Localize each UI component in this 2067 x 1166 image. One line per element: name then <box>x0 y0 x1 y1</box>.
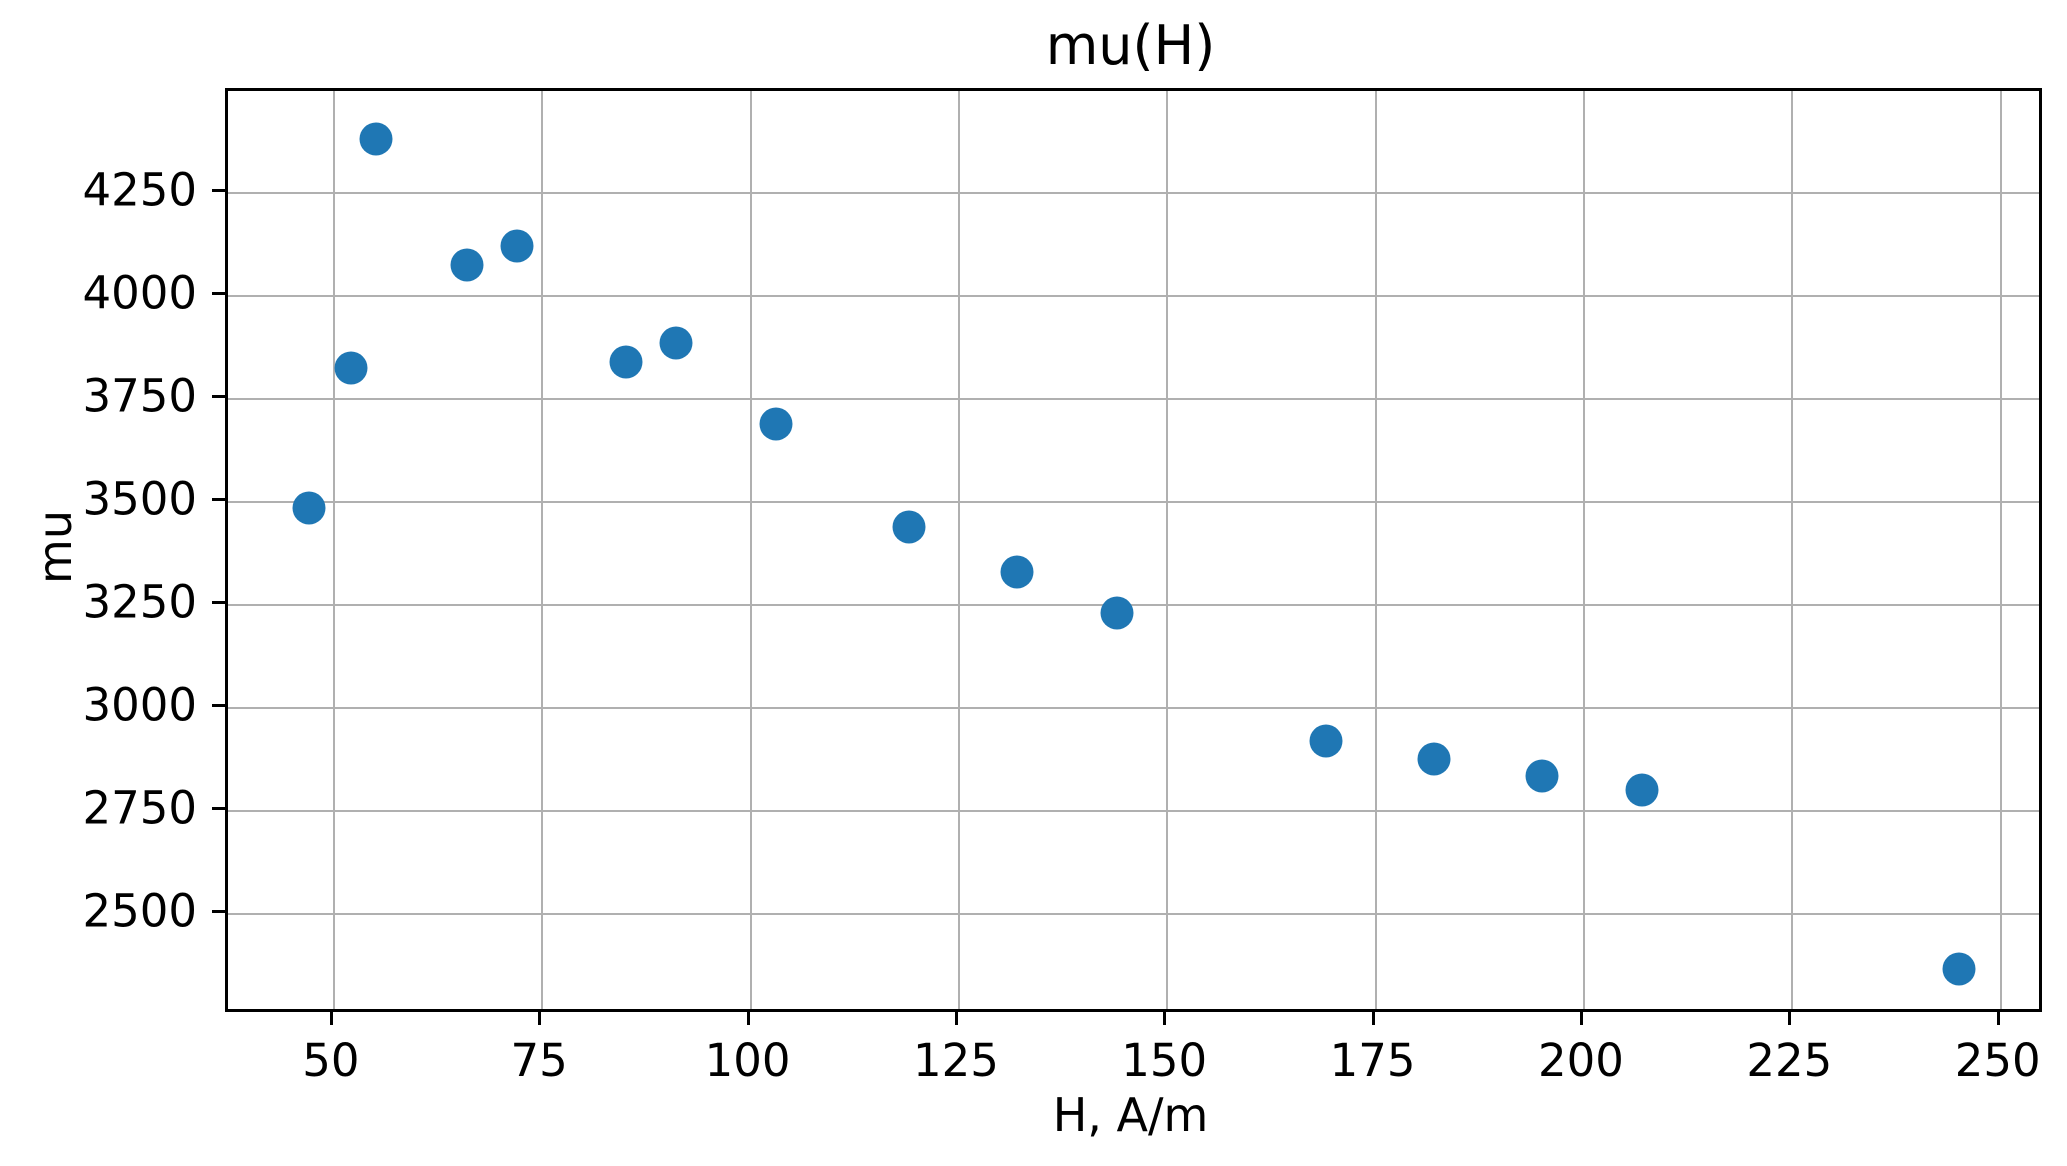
x-tick <box>954 1012 958 1025</box>
y-tick <box>212 703 225 707</box>
scatter-point <box>1417 742 1451 776</box>
x-tick-label: 150 <box>1121 1034 1208 1087</box>
y-tick <box>212 394 225 398</box>
y-tick <box>212 909 225 913</box>
y-tick-label: 3000 <box>82 678 197 732</box>
x-gridline <box>332 91 335 1009</box>
scatter-point <box>1309 724 1343 758</box>
scatter-point <box>1525 759 1559 793</box>
x-tick-label: 50 <box>302 1034 360 1087</box>
scatter-point <box>292 491 326 525</box>
y-gridline <box>228 294 2039 297</box>
x-axis-label: H, A/m <box>1052 1088 1209 1142</box>
x-tick <box>538 1012 542 1025</box>
y-gridline <box>228 809 2039 812</box>
y-tick-label: 2750 <box>82 781 197 835</box>
y-gridline <box>228 397 2039 400</box>
x-tick-label: 100 <box>704 1034 791 1087</box>
y-tick-label: 3500 <box>82 472 197 526</box>
y-gridline <box>228 706 2039 709</box>
scatter-point <box>500 229 534 263</box>
x-tick <box>329 1012 333 1025</box>
y-tick <box>212 188 225 192</box>
scatter-point <box>1625 773 1659 807</box>
x-tick <box>1788 1012 1792 1025</box>
y-gridline <box>228 603 2039 606</box>
x-gridline <box>1791 91 1794 1009</box>
y-tick-label: 3750 <box>82 369 197 423</box>
y-gridline <box>228 912 2039 915</box>
x-tick <box>1996 1012 2000 1025</box>
y-tick <box>212 806 225 810</box>
x-gridline <box>1582 91 1585 1009</box>
plot-area <box>225 88 2042 1012</box>
scatter-point <box>609 345 643 379</box>
x-tick-label: 75 <box>510 1034 568 1087</box>
x-gridline <box>957 91 960 1009</box>
x-tick-label: 200 <box>1538 1034 1624 1087</box>
y-tick <box>212 600 225 604</box>
x-tick-label: 125 <box>912 1034 999 1087</box>
scatter-point <box>1100 596 1134 630</box>
y-tick <box>212 497 225 501</box>
x-gridline <box>749 91 752 1009</box>
x-tick <box>1163 1012 1167 1025</box>
scatter-point <box>450 248 484 282</box>
x-gridline <box>1374 91 1377 1009</box>
y-gridline <box>228 191 2039 194</box>
y-tick-label: 4000 <box>82 266 197 320</box>
x-tick-label: 175 <box>1329 1034 1416 1087</box>
x-tick <box>1579 1012 1583 1025</box>
scatter-point <box>1942 952 1976 986</box>
x-tick <box>746 1012 750 1025</box>
x-tick-label: 250 <box>1954 1034 2041 1087</box>
x-gridline <box>1166 91 1169 1009</box>
y-tick-label: 2500 <box>82 884 197 938</box>
x-gridline <box>541 91 544 1009</box>
scatter-point <box>334 351 367 385</box>
scatter-point <box>1000 555 1034 589</box>
scatter-point <box>359 122 392 156</box>
chart-title: mu(H) <box>1045 14 1216 77</box>
y-tick-label: 4250 <box>82 163 197 217</box>
x-gridline <box>1999 91 2002 1009</box>
y-tick-label: 3250 <box>82 575 197 629</box>
scatter-point <box>659 326 693 360</box>
y-tick <box>212 291 225 295</box>
y-gridline <box>228 500 2039 503</box>
scatter-point <box>892 510 926 543</box>
scatter-point <box>759 407 793 440</box>
x-tick <box>1371 1012 1375 1025</box>
x-tick-label: 225 <box>1746 1034 1833 1087</box>
